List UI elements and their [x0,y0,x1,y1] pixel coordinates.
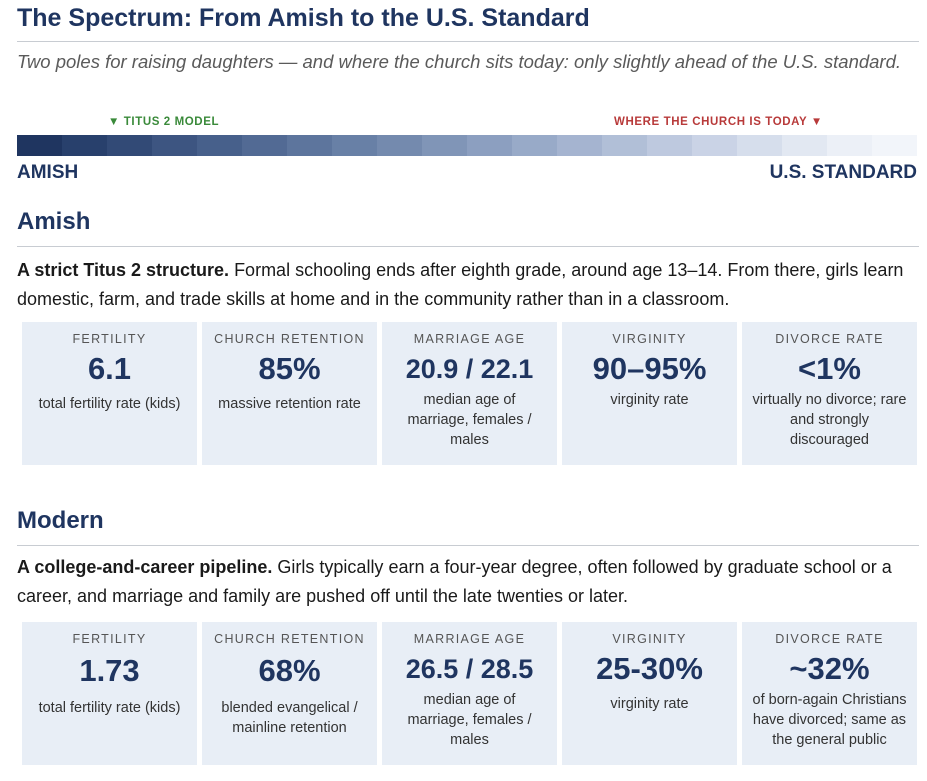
spectrum-segment [782,135,827,156]
stat-label: FERTILITY [72,332,147,346]
modern-section-title: Modern [17,507,104,534]
stat-label: FERTILITY [72,632,147,646]
stat-label: VIRGINITY [612,332,687,346]
stat-value: 26.5 / 28.5 [405,654,534,684]
spectrum-segment [737,135,782,156]
spectrum-segment [467,135,512,156]
modern-description: A college-and-career pipeline. Girls typ… [17,553,912,611]
spectrum-segment [107,135,152,156]
modern-virginity-card: VIRGINITY 25-30% virginity rate [562,622,737,765]
spectrum-segment [242,135,287,156]
amish-marriage-age-card: MARRIAGE AGE 20.9 / 22.1 median age of m… [382,322,557,465]
stat-caption: virginity rate [610,392,689,408]
modern-marriage-age-card: MARRIAGE AGE 26.5 / 28.5 median age of m… [382,622,557,765]
stat-label: DIVORCE RATE [775,632,884,646]
stat-value: 20.9 / 22.1 [405,354,534,384]
modern-divorce-card: DIVORCE RATE ~32% of born-again Christia… [742,622,917,765]
spectrum-segment [827,135,872,156]
amish-divorce-card: DIVORCE RATE <1% virtually no divorce; r… [742,322,917,465]
stat-caption: blended evangelical / mainline retention [221,700,358,736]
amish-stats: FERTILITY 6.1 total fertility rate (kids… [22,322,917,465]
stat-value: 90–95% [592,351,707,386]
title-divider [17,41,919,42]
stat-label: CHURCH RETENTION [214,332,365,346]
spectrum-segment [602,135,647,156]
spectrum-segment [152,135,197,156]
amish-retention-card: CHURCH RETENTION 85% massive retention r… [202,322,377,465]
stat-caption: median age of marriage, females / males [407,692,532,748]
amish-virginity-card: VIRGINITY 90–95% virginity rate [562,322,737,465]
stat-caption: total fertility rate (kids) [38,700,181,716]
amish-divider [17,246,919,247]
stat-label: MARRIAGE AGE [413,332,526,346]
spectrum-segment [512,135,557,156]
spectrum-segment [377,135,422,156]
spectrum-segment [557,135,602,156]
modern-divider [17,545,919,546]
stat-caption: of born-again Christians have divorced; … [752,692,907,748]
spectrum-segment [872,135,917,156]
amish-description: A strict Titus 2 structure. Formal schoo… [17,256,912,314]
amish-section-title: Amish [17,208,91,235]
amish-text: Formal schooling ends after eighth grade… [17,260,904,309]
stat-value: <1% [798,351,861,386]
pole-us-standard-label: U.S. STANDARD [769,162,917,183]
stat-caption: virginity rate [610,696,689,712]
spectrum-segment [17,135,62,156]
stat-caption: massive retention rate [218,396,361,412]
stat-value: ~32% [789,651,870,686]
spectrum-segment [287,135,332,156]
amish-lead: A strict Titus 2 structure. [17,260,230,280]
church-today-marker: WHERE THE CHURCH IS TODAY ▼ [614,116,823,128]
stat-caption: median age of marriage, females / males [407,392,532,448]
modern-fertility-card: FERTILITY 1.73 total fertility rate (kid… [22,622,197,765]
spectrum-segment [692,135,737,156]
stat-value: 25-30% [596,651,703,686]
stat-label: VIRGINITY [612,632,687,646]
modern-text: Girls typically earn a four-year degree,… [17,557,892,606]
modern-retention-card: CHURCH RETENTION 68% blended evangelical… [202,622,377,765]
page-subtitle: Two poles for raising daughters — and wh… [17,51,902,72]
spectrum-segment [422,135,467,156]
stat-value: 68% [258,653,321,688]
modern-stats: FERTILITY 1.73 total fertility rate (kid… [22,622,917,765]
amish-fertility-card: FERTILITY 6.1 total fertility rate (kids… [22,322,197,465]
stat-value: 1.73 [79,653,140,688]
stat-label: MARRIAGE AGE [413,632,526,646]
stat-label: CHURCH RETENTION [214,632,365,646]
spectrum-segment [62,135,107,156]
stat-caption: virtually no divorce; rare and strongly … [752,392,907,448]
pole-amish-label: AMISH [17,162,79,183]
page-title: The Spectrum: From Amish to the U.S. Sta… [17,4,590,32]
stat-caption: total fertility rate (kids) [38,396,181,412]
spectrum-segment [332,135,377,156]
spectrum-segment [197,135,242,156]
spectrum-segment [647,135,692,156]
modern-lead: A college-and-career pipeline. [17,557,273,577]
stat-value: 6.1 [87,351,132,386]
titus-2-model-marker: ▼ TITUS 2 MODEL [108,116,220,128]
spectrum-bar [17,135,917,156]
stat-value: 85% [258,351,321,386]
stat-label: DIVORCE RATE [775,332,884,346]
